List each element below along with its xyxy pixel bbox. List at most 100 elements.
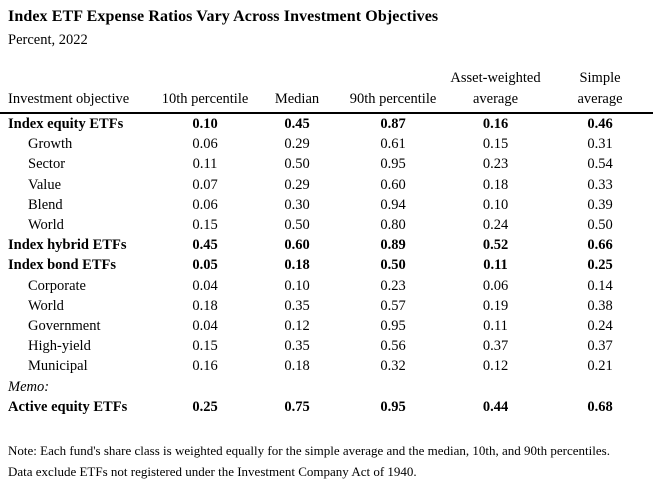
cell-value	[342, 377, 444, 397]
cell-value: 0.95	[380, 156, 406, 173]
cell-value: 0.37	[587, 338, 613, 355]
cell-value: 0.46	[587, 116, 613, 132]
cell-value: 0.24	[587, 318, 613, 335]
table-row: Growth 0.06 0.29 0.61 0.15 0.31	[0, 134, 653, 154]
table-row: Index bond ETFs 0.05 0.18 0.50 0.11 0.25	[0, 255, 653, 275]
row-label: Growth	[28, 136, 73, 153]
cell-value: 0.18	[284, 358, 310, 375]
table-row: High-yield 0.15 0.35 0.56 0.37 0.37	[0, 336, 653, 356]
header-row: Investment objective 10th percentile Media…	[0, 68, 653, 114]
cell-value: 0.06	[192, 136, 218, 153]
cell-value: 0.23	[482, 156, 509, 173]
row-label: Index equity ETFs	[8, 116, 124, 132]
cell-value: 0.29	[284, 136, 310, 153]
column-header: Median	[252, 68, 342, 114]
cell-value: 0.25	[192, 398, 218, 415]
cell-value: 0.37	[482, 338, 509, 355]
cell-value	[158, 377, 252, 397]
cell-value: 0.89	[380, 237, 406, 254]
table-row: World 0.18 0.35 0.57 0.19 0.38	[0, 296, 653, 316]
cell-value: 0.18	[482, 176, 509, 193]
cell-value: 0.19	[482, 297, 509, 314]
table-row: World 0.15 0.50 0.80 0.24 0.50	[0, 215, 653, 235]
row-label: Memo:	[8, 378, 50, 395]
column-header-label: 90th percentile	[349, 91, 437, 107]
table-row: Blend 0.06 0.30 0.94 0.10 0.39	[0, 195, 653, 215]
cell-value: 0.11	[192, 156, 218, 173]
cell-value: 0.56	[380, 338, 406, 355]
note-line-1: Note: Each fund's share class is weighte…	[8, 443, 610, 459]
cell-value: 0.23	[380, 277, 406, 294]
row-label: World	[28, 297, 64, 314]
cell-value: 0.50	[284, 217, 310, 234]
column-header-label: 10th percentile	[161, 91, 249, 107]
cell-value: 0.54	[587, 156, 613, 173]
note-line-2: Data exclude ETFs not registered under t…	[8, 464, 417, 480]
row-label: High-yield	[28, 338, 91, 355]
cell-value: 0.31	[587, 136, 613, 153]
cell-value: 0.05	[192, 257, 218, 274]
cell-value: 0.06	[192, 196, 218, 213]
page-subtitle: Percent, 2022	[8, 32, 88, 48]
cell-value: 0.87	[380, 116, 406, 132]
table-row: Value 0.07 0.29 0.60 0.18 0.33	[0, 175, 653, 195]
cell-value: 0.12	[284, 318, 310, 335]
row-label: Value	[28, 176, 62, 193]
table-row: Sector 0.11 0.50 0.95 0.23 0.54	[0, 154, 653, 174]
cell-value: 0.16	[482, 116, 509, 132]
column-header-label: Asset-weighted average	[450, 70, 541, 107]
cell-value: 0.11	[483, 257, 508, 274]
cell-value: 0.21	[587, 358, 613, 375]
cell-value: 0.52	[482, 237, 509, 254]
cell-value: 0.60	[284, 237, 310, 254]
column-header-label: Median	[274, 91, 320, 107]
cell-value: 0.45	[284, 116, 310, 132]
cell-value: 0.94	[380, 196, 406, 213]
table-notes: Note: Each fund's share class is weighte…	[8, 440, 653, 482]
cell-value: 0.32	[380, 358, 406, 375]
cell-value: 0.80	[380, 217, 406, 234]
cell-value: 0.10	[482, 196, 509, 213]
cell-value: 0.35	[284, 297, 310, 314]
row-label: World	[28, 217, 64, 234]
cell-value: 0.10	[192, 116, 218, 132]
cell-value: 0.35	[284, 338, 310, 355]
row-label: Index hybrid ETFs	[8, 237, 127, 254]
cell-value: 0.15	[192, 217, 218, 234]
cell-value: 0.95	[380, 318, 406, 335]
expense-ratio-table: Investment objective 10th percentile Media…	[0, 68, 653, 417]
cell-value: 0.50	[284, 156, 310, 173]
column-header: Asset-weighted average	[444, 68, 547, 114]
cell-value: 0.45	[192, 237, 218, 254]
cell-value	[547, 377, 653, 397]
cell-value: 0.18	[192, 297, 218, 314]
row-label: Index bond ETFs	[8, 257, 116, 274]
cell-value: 0.75	[284, 398, 310, 415]
cell-value: 0.95	[380, 398, 406, 415]
cell-value: 0.11	[483, 318, 508, 335]
cell-value: 0.12	[482, 358, 509, 375]
cell-value: 0.33	[587, 176, 613, 193]
cell-value: 0.38	[587, 297, 613, 314]
cell-value	[444, 377, 547, 397]
column-header: 10th percentile	[158, 68, 252, 114]
page-title: Index ETF Expense Ratios Vary Across Inv…	[8, 8, 439, 25]
cell-value: 0.57	[380, 297, 406, 314]
cell-value: 0.30	[284, 196, 310, 213]
cell-value: 0.24	[482, 217, 509, 234]
cell-value: 0.06	[482, 277, 509, 294]
row-label: Municipal	[28, 358, 88, 375]
row-label: Corporate	[28, 277, 86, 294]
cell-value: 0.66	[587, 237, 613, 254]
table-row: Government 0.04 0.12 0.95 0.11 0.24	[0, 316, 653, 336]
cell-value: 0.50	[587, 217, 613, 234]
cell-value: 0.14	[587, 277, 613, 294]
column-header-label: Simple average	[577, 70, 623, 107]
table-body: Index equity ETFs 0.10 0.45 0.87 0.16 0.46 Gro…	[0, 113, 653, 417]
cell-value: 0.29	[284, 176, 310, 193]
cell-value: 0.61	[380, 136, 406, 153]
row-label: Active equity ETFs	[8, 398, 128, 415]
row-label: Sector	[28, 156, 66, 173]
cell-value: 0.15	[482, 136, 509, 153]
